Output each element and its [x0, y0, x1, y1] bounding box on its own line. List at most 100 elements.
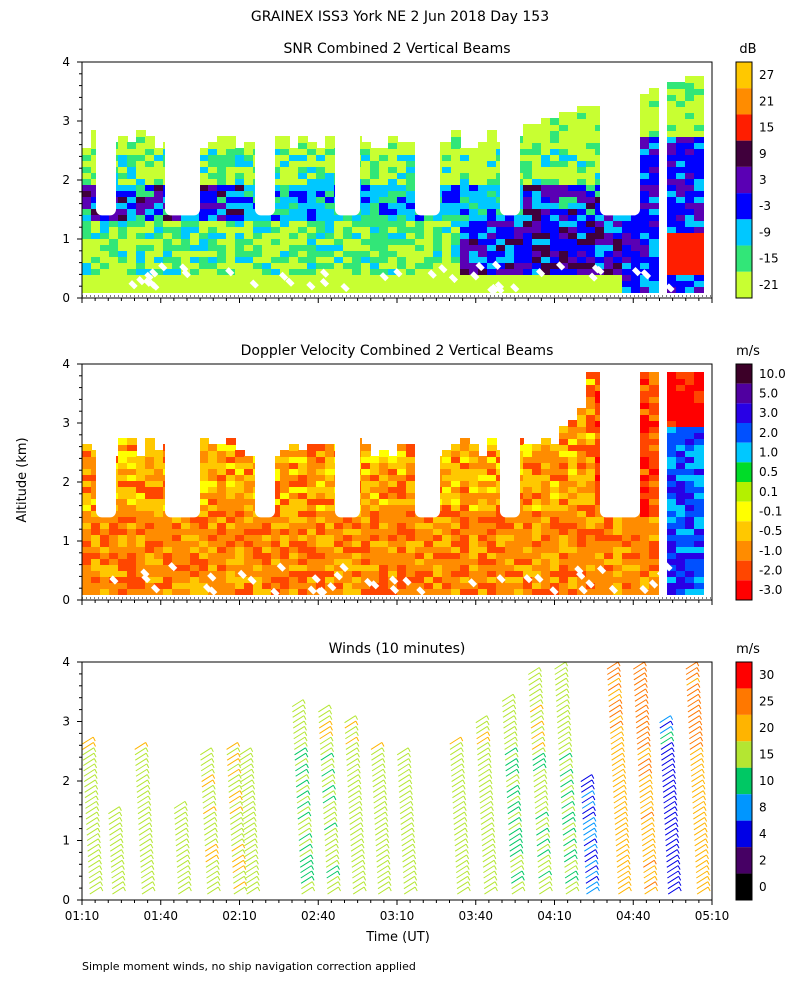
wind-barb [531, 721, 542, 728]
heat-cell [523, 178, 533, 185]
wind-barb [123, 871, 125, 875]
heat-cell [433, 226, 443, 233]
heat-cell [469, 232, 479, 239]
heat-cell [550, 184, 560, 191]
wind-barb [404, 882, 415, 889]
heat-cell [532, 462, 542, 469]
heat-cell [136, 262, 146, 269]
heat-cell [640, 190, 650, 197]
heat-cell [541, 480, 551, 487]
heat-cell [352, 220, 362, 227]
heat-cell [208, 540, 218, 547]
heat-cell [127, 450, 137, 457]
wind-barb [121, 844, 123, 848]
heat-cell [289, 196, 299, 203]
heat-cell [379, 160, 389, 167]
heat-cell [118, 516, 128, 523]
heat-cell [559, 540, 569, 547]
heat-cell [586, 214, 596, 221]
heat-cell [226, 232, 236, 239]
heat-cell [667, 232, 677, 239]
wind-barb [205, 850, 216, 857]
heat-cell [388, 178, 398, 185]
heat-cell [226, 262, 236, 269]
heat-cell [559, 576, 569, 583]
heat-cell [91, 286, 101, 293]
heat-cell [145, 456, 155, 463]
heat-cell [559, 474, 569, 481]
heat-cell [145, 214, 155, 221]
wind-barb [112, 887, 123, 894]
heat-cell [280, 498, 290, 505]
heat-cell [154, 468, 164, 475]
heat-cell [442, 172, 452, 179]
heat-cell [280, 226, 290, 233]
heat-cell [244, 160, 254, 167]
wind-barb [541, 710, 543, 714]
wind-barb [570, 748, 572, 752]
heat-cell [316, 450, 326, 457]
heat-cell [127, 510, 137, 517]
heat-cell [235, 184, 245, 191]
wind-barb [323, 801, 334, 808]
heat-cell [154, 558, 164, 565]
heat-cell [244, 166, 254, 173]
heat-cell [694, 286, 704, 293]
wind-barb [137, 780, 148, 787]
wind-barb [413, 839, 415, 843]
heat-cell [154, 474, 164, 481]
wind-barb [560, 764, 571, 771]
heat-cell [694, 390, 704, 397]
heat-cell [361, 160, 371, 167]
heat-cell [208, 546, 218, 553]
heat-cell [82, 196, 92, 203]
wind-barb [567, 700, 569, 704]
heat-cell [685, 522, 695, 529]
panel-0-colorbar-label: 15 [759, 121, 774, 135]
heat-cell [379, 184, 389, 191]
heat-cell [163, 546, 173, 553]
wind-barb [309, 807, 311, 811]
heat-cell [406, 588, 416, 595]
heat-cell [649, 528, 659, 535]
heat-cell [460, 450, 470, 457]
heat-cell [325, 232, 335, 239]
heat-cell [388, 468, 398, 475]
heat-cell [622, 256, 632, 263]
heat-cell [631, 522, 641, 529]
wind-barb [489, 753, 491, 757]
heat-cell [406, 450, 416, 457]
wind-barb [509, 828, 520, 835]
heat-cell [487, 588, 497, 595]
heat-cell [190, 558, 200, 565]
heat-cell [298, 172, 308, 179]
wind-barb [346, 737, 357, 744]
heat-cell [694, 420, 704, 427]
wind-barb [522, 876, 524, 880]
heat-cell [550, 226, 560, 233]
wind-barb [242, 823, 244, 827]
heat-cell [649, 378, 659, 385]
heat-cell [667, 414, 677, 421]
heat-cell [631, 280, 641, 287]
wind-barb [509, 834, 520, 841]
wind-barb [304, 710, 306, 714]
wind-barb [559, 742, 570, 749]
wind-barb [364, 876, 366, 880]
heat-cell [532, 124, 542, 131]
heat-cell [226, 588, 236, 595]
heat-cell [100, 528, 110, 535]
heat-cell [217, 172, 227, 179]
heat-cell [379, 480, 389, 487]
wind-barb [462, 759, 464, 763]
heat-cell [406, 558, 416, 565]
heat-cell [541, 498, 551, 505]
heat-cell [496, 552, 506, 559]
heat-cell [316, 190, 326, 197]
panel-1-colorbar-swatch [736, 462, 752, 482]
heat-cell [397, 546, 407, 553]
heat-cell [577, 136, 587, 143]
heat-cell [289, 172, 299, 179]
heat-cell [586, 202, 596, 209]
wind-barb [356, 721, 358, 725]
